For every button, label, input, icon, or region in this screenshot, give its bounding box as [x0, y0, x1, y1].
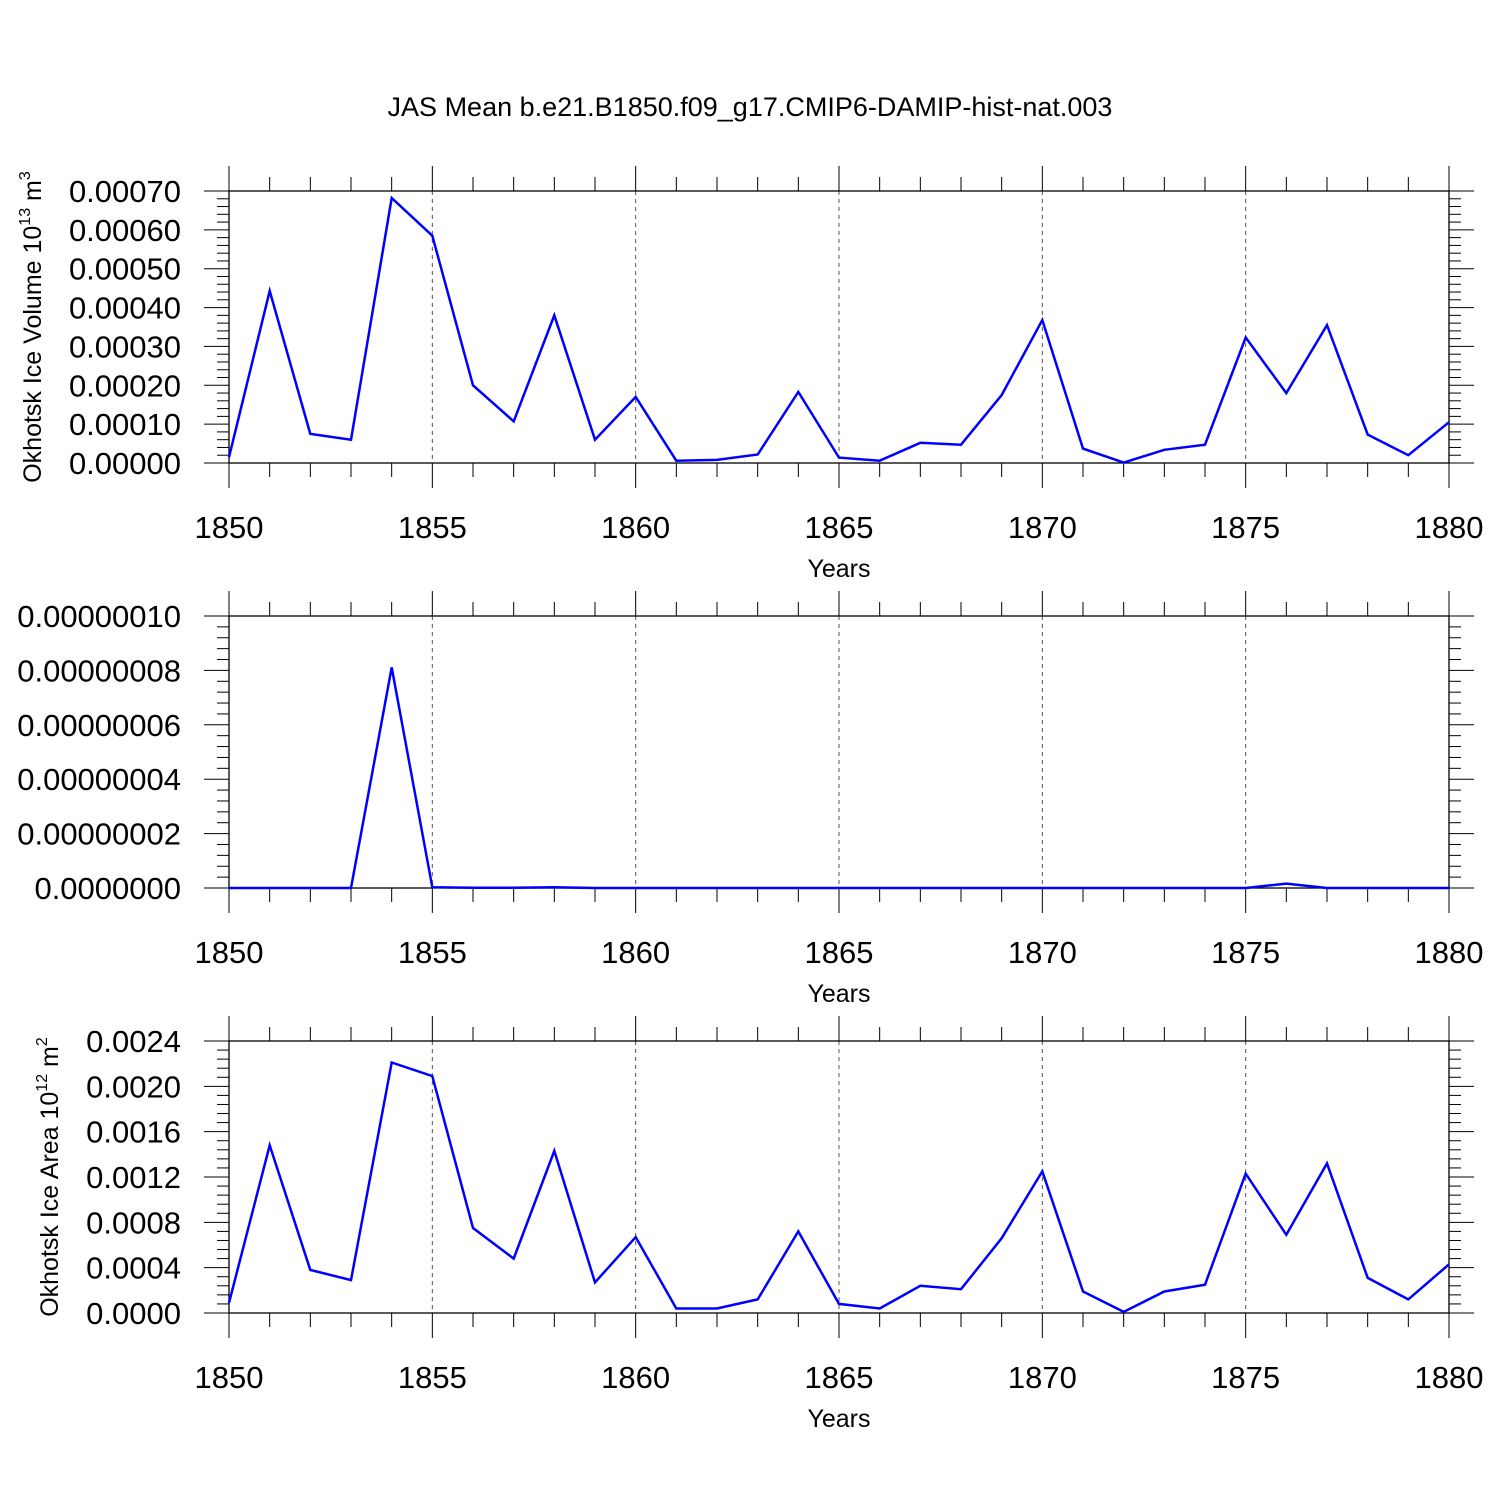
y-tick-label: 0.0000000	[34, 871, 181, 906]
x-tick-label: 1870	[1008, 1360, 1077, 1395]
y-tick-label: 0.0020	[86, 1069, 181, 1104]
plot-panel-3: 1850 1855 1860 1865 1870 1875 1880 Years 0.0000 0…	[34, 1016, 1483, 1433]
y-tick-label: 0.0004	[86, 1251, 181, 1286]
y-axis-title-unit: m	[36, 1046, 64, 1074]
series-line-2	[229, 667, 1449, 890]
y-tick-label: 0.00000006	[17, 708, 181, 743]
x-tick-label: 1880	[1415, 1360, 1484, 1395]
x-tick-label: 1870	[1008, 935, 1077, 970]
x-tick-label: 1875	[1211, 510, 1280, 545]
plot-panel-1: 1850 1855 1860 1865 1870 1875 1880 Years 0.00000…	[17, 166, 1483, 583]
x-axis-title: Years	[807, 555, 870, 583]
x-tick-label: 1860	[601, 1360, 670, 1395]
chart-title: JAS Mean b.e21.B1850.f09_g17.CMIP6-DAMIP…	[388, 92, 1113, 122]
x-tick-label: 1850	[195, 1360, 264, 1395]
y-tick-label: 0.00000	[69, 446, 181, 481]
x-tick-label: 1860	[601, 510, 670, 545]
y-axis-title-exponent: 13	[17, 208, 34, 226]
y-axis-title: Okhotsk Ice Area 1012 m2	[34, 1037, 64, 1317]
x-tick-label: 1865	[805, 510, 874, 545]
y-tick-label: 0.00000008	[17, 653, 181, 688]
y-tick-label: 0.0016	[86, 1115, 181, 1150]
y-axis-title: Okhotsk Ice Volume 1013 m3	[17, 171, 47, 483]
y-tick-label: 0.00050	[69, 252, 181, 287]
plot-panel-2: 1850 1855 1860 1865 1870 1875 1880 Years 0.00000…	[17, 591, 1483, 1008]
y-tick-label: 0.0012	[86, 1160, 181, 1195]
x-tick-label: 1855	[398, 510, 467, 545]
y-tick-label: 0.00070	[69, 174, 181, 209]
x-tick-label: 1880	[1415, 510, 1484, 545]
x-tick-label: 1880	[1415, 935, 1484, 970]
x-axis-title: Years	[807, 980, 870, 1008]
series-line-3	[227, 1060, 1450, 1314]
x-tick-label: 1875	[1211, 1360, 1280, 1395]
y-tick-label: 0.00020	[69, 368, 181, 403]
y-tick-label: 0.0008	[86, 1205, 181, 1240]
x-tick-label: 1865	[805, 1360, 874, 1395]
y-tick-label: 0.00010	[69, 407, 181, 442]
y-axis-title-exponent: 12	[34, 1074, 51, 1092]
y-axis-title-unit-exponent: 3	[17, 171, 34, 180]
y-tick-label: 0.00000002	[17, 817, 181, 852]
x-axis-title: Years	[807, 1405, 870, 1433]
x-tick-label: 1865	[805, 935, 874, 970]
y-axis-title-text: Okhotsk Ice Area 10	[36, 1092, 64, 1317]
y-tick-label: 0.00040	[69, 291, 181, 326]
x-tick-label: 1870	[1008, 510, 1077, 545]
x-tick-label: 1875	[1211, 935, 1280, 970]
y-axis-title-unit: m	[19, 180, 47, 208]
y-tick-label: 0.00000010	[17, 599, 181, 634]
y-tick-label: 0.00030	[69, 329, 181, 364]
x-tick-label: 1850	[195, 935, 264, 970]
y-tick-label: 0.00060	[69, 213, 181, 248]
x-tick-label: 1860	[601, 935, 670, 970]
y-tick-label: 0.0000	[86, 1296, 181, 1331]
y-tick-label: 0.00000004	[17, 762, 181, 797]
x-tick-label: 1855	[398, 1360, 467, 1395]
x-tick-label: 1850	[195, 510, 264, 545]
x-tick-label: 1855	[398, 935, 467, 970]
series-line-1	[227, 195, 1450, 464]
y-axis-title-unit-exponent: 2	[34, 1037, 51, 1046]
y-axis-title-text: Okhotsk Ice Volume 10	[19, 226, 47, 483]
y-tick-label: 0.0024	[86, 1024, 181, 1059]
